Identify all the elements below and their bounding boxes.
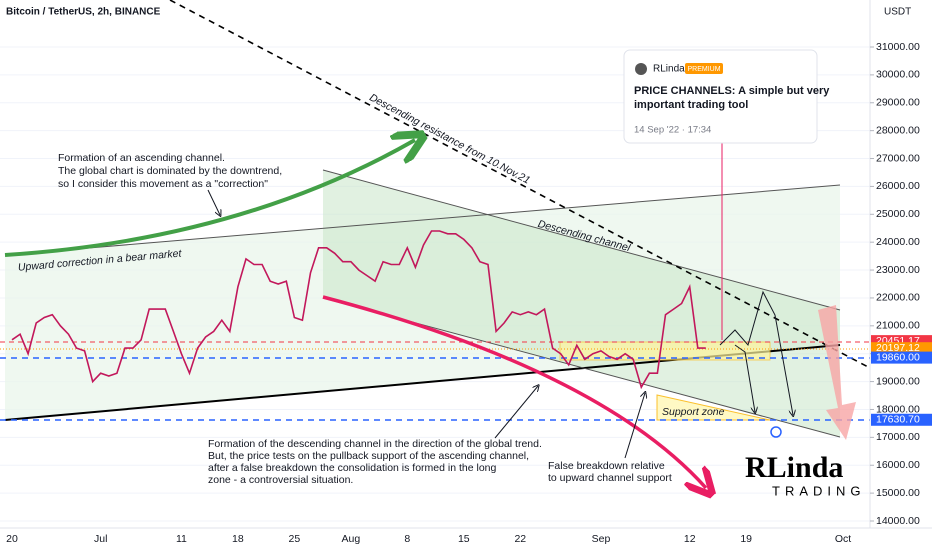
x-tick-label: Oct bbox=[835, 533, 851, 545]
annotation: zone - a controversial situation. bbox=[208, 474, 353, 486]
y-tick-label: 27000.00 bbox=[876, 152, 920, 164]
pointer bbox=[207, 189, 220, 215]
x-tick-label: Sep bbox=[592, 533, 611, 545]
price-label: 19860.00 bbox=[876, 351, 920, 363]
x-tick-label: 8 bbox=[404, 533, 410, 545]
y-tick-label: 31000.00 bbox=[876, 41, 920, 53]
arrow bbox=[818, 305, 856, 440]
marker bbox=[770, 426, 782, 438]
consolidation-zone bbox=[559, 341, 771, 361]
x-tick-label: Aug bbox=[342, 533, 361, 545]
badge bbox=[685, 63, 723, 74]
logo-sub: TRADING bbox=[772, 483, 866, 498]
y-tick-label: 26000.00 bbox=[876, 180, 920, 192]
y-tick-label: 16000.00 bbox=[876, 459, 920, 471]
y-tick-label: 22000.00 bbox=[876, 292, 920, 304]
x-tick-label: 11 bbox=[176, 533, 187, 545]
annotation: Formation of the descending channel in t… bbox=[208, 438, 542, 450]
annotation: Descending resistance from 10.Nov.21 bbox=[367, 92, 532, 187]
y-tick-label: 15000.00 bbox=[876, 487, 920, 499]
annotation: so I consider this movement as a "correc… bbox=[58, 178, 268, 190]
pointer bbox=[624, 393, 645, 459]
x-tick-label: Jul bbox=[94, 533, 107, 545]
y-tick-label: 30000.00 bbox=[876, 69, 920, 81]
currency: USDT bbox=[884, 7, 911, 18]
price-label-box bbox=[871, 342, 932, 355]
price-label-box bbox=[871, 351, 932, 364]
arrow bbox=[4, 140, 415, 257]
channel-line bbox=[4, 184, 841, 256]
y-tick-label: 18000.00 bbox=[876, 403, 920, 415]
card-author: RLinda bbox=[653, 64, 685, 75]
y-tick-label: 14000.00 bbox=[876, 515, 920, 527]
card-date: 14 Sep '22 · 17:34 bbox=[634, 125, 711, 136]
price-label: 20197.12 bbox=[876, 342, 920, 354]
idea-card[interactable] bbox=[623, 49, 818, 144]
x-tick-label: 12 bbox=[684, 533, 696, 545]
price-label: 17630.70 bbox=[876, 414, 920, 426]
price-line bbox=[11, 230, 706, 390]
x-tick-label: 19 bbox=[740, 533, 752, 545]
descending-channel bbox=[323, 170, 840, 437]
chart-title: Bitcoin / TetherUS, 2h, BINANCE bbox=[6, 7, 161, 18]
y-tick-label: 29000.00 bbox=[876, 97, 920, 109]
annotation: False breakdown relative bbox=[548, 460, 665, 472]
y-tick-label: 28000.00 bbox=[876, 124, 920, 136]
avatar bbox=[635, 63, 647, 75]
annotation: Support zone bbox=[662, 406, 725, 418]
annotation: The global chart is dominated by the dow… bbox=[58, 165, 282, 177]
y-tick-label: 23000.00 bbox=[876, 264, 920, 276]
arrow bbox=[322, 295, 706, 488]
logo: RLinda bbox=[745, 451, 843, 484]
x-tick-label: 25 bbox=[289, 533, 301, 545]
annotation: Formation of an ascending channel. bbox=[58, 152, 225, 164]
x-tick-label: 22 bbox=[514, 533, 526, 545]
x-tick-label: 20 bbox=[6, 533, 18, 545]
y-tick-label: 25000.00 bbox=[876, 208, 920, 220]
annotation: to upward channel support bbox=[548, 472, 672, 484]
annotation: But, the price tests on the pullback sup… bbox=[208, 450, 529, 462]
pointer bbox=[494, 386, 538, 439]
x-tick-label: 18 bbox=[232, 533, 244, 545]
y-tick-label: 24000.00 bbox=[876, 236, 920, 248]
scenario bbox=[719, 290, 793, 415]
card-badge: PREMIUM bbox=[687, 66, 720, 73]
card-headline: important trading tool bbox=[634, 99, 748, 111]
support-zone bbox=[656, 394, 771, 421]
x-tick-label: 15 bbox=[458, 533, 470, 545]
card-headline: PRICE CHANNELS: A simple but very bbox=[634, 85, 830, 97]
y-tick-label: 17000.00 bbox=[876, 431, 920, 443]
y-tick-label: 19000.00 bbox=[876, 375, 920, 387]
channel-line bbox=[322, 169, 841, 311]
annotation: after a false breakdown the consolidatio… bbox=[208, 462, 497, 474]
price-label-box bbox=[871, 413, 932, 426]
scenario bbox=[734, 344, 755, 412]
plot bbox=[11, 230, 706, 390]
y-tick-label: 21000.00 bbox=[876, 320, 920, 332]
